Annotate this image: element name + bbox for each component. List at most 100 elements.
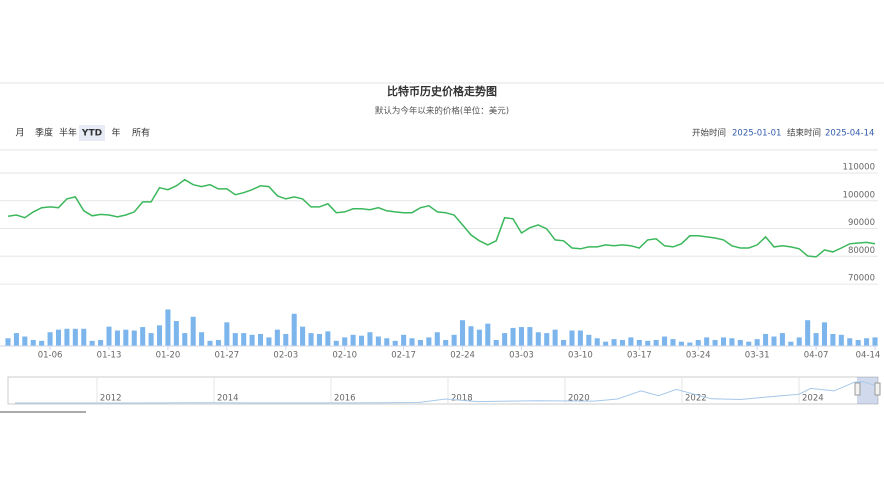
volume-bar [544, 333, 550, 346]
end-date[interactable]: 2025-04-14 [825, 129, 874, 139]
x-tick-label: 03-10 [568, 351, 593, 361]
volume-bar [619, 339, 626, 346]
volume-bar [224, 322, 230, 346]
volume-bar [510, 327, 516, 346]
range-button[interactable]: 半年 [59, 127, 77, 139]
volume-bar [417, 339, 423, 346]
volume-bar [426, 337, 432, 346]
volume-bar [561, 339, 567, 346]
volume-bar [577, 330, 583, 346]
volume-bar [72, 328, 78, 346]
volume-bar [628, 337, 634, 346]
volume-bar [586, 334, 592, 346]
volume-bar [763, 333, 769, 346]
navigator-tick-label: 2014 [217, 394, 239, 404]
volume-bar [569, 330, 575, 346]
range-button[interactable]: 年 [111, 127, 120, 139]
volume-bar [300, 326, 306, 346]
navigator-handle[interactable] [854, 382, 861, 396]
y-tick-label: 70000 [848, 274, 875, 284]
volume-bar [350, 334, 356, 346]
end-label: 结束时间 [787, 128, 821, 139]
volume-bar [375, 336, 381, 346]
range-button[interactable]: 月 [15, 128, 24, 139]
navigator-tick-label: 2022 [685, 394, 707, 404]
volume-bar [805, 320, 811, 346]
x-tick-label: 02-10 [332, 351, 357, 361]
y-tick-label: 100000 [843, 190, 875, 200]
volume-bar [687, 342, 693, 346]
volume-bar [215, 339, 221, 346]
volume-bar [434, 332, 440, 346]
volume-bar [342, 337, 348, 346]
start-date[interactable]: 2025-01-01 [732, 129, 781, 139]
navigator-selection[interactable] [857, 377, 878, 404]
volume-bar [645, 340, 651, 346]
volume-bar [712, 339, 718, 346]
volume-bar [325, 331, 331, 346]
range-button[interactable]: YTD [81, 129, 102, 139]
volume-bar [636, 339, 642, 346]
volume-bar [603, 341, 609, 346]
navigator-handle[interactable] [874, 382, 881, 396]
range-button-bg[interactable] [79, 125, 105, 141]
volume-bar [30, 339, 36, 346]
volume-bar [333, 340, 339, 346]
navigator-line [15, 381, 875, 404]
volume-bar [838, 334, 844, 346]
volume-bar [392, 340, 398, 346]
x-tick-label: 01-06 [38, 351, 63, 361]
volume-bar [98, 339, 104, 346]
navigator-tick-label: 2016 [334, 394, 356, 404]
volume-bar [872, 337, 878, 346]
volume-bar [821, 322, 828, 346]
y-tick-label: 110000 [843, 163, 875, 173]
x-tick-label: 01-13 [97, 351, 122, 361]
volume-bar [123, 329, 129, 346]
volume-bar [771, 336, 777, 346]
volume-bar [384, 338, 390, 346]
volume-bar [131, 330, 137, 346]
navigator-tick-label: 2024 [802, 394, 824, 404]
x-tick-label: 03-31 [745, 351, 770, 361]
volume-bar [106, 326, 112, 346]
volume-bar [830, 333, 836, 346]
volume-bar [443, 339, 449, 346]
volume-bar [855, 339, 861, 346]
volume-bar [611, 339, 617, 346]
y-tick-label: 90000 [848, 218, 875, 228]
volume-bar [670, 339, 676, 346]
volume-bar [64, 328, 70, 346]
volume-bar [468, 326, 474, 346]
navigator-tick-label: 2020 [568, 394, 590, 404]
volume-bar [266, 337, 272, 346]
volume-bar [864, 338, 870, 346]
volume-bar [89, 340, 95, 346]
volume-bar [594, 338, 600, 346]
volume-bar [662, 336, 668, 346]
volume-bar [182, 333, 188, 346]
volume-bar [13, 333, 19, 346]
volume-bar [451, 334, 457, 346]
x-tick-label: 03-03 [509, 351, 534, 361]
volume-bar [695, 339, 701, 346]
volume-bar [148, 333, 154, 346]
volume-bar [779, 333, 785, 346]
volume-bar [460, 320, 466, 346]
volume-bar [485, 323, 491, 346]
volume-bar [22, 336, 28, 346]
x-tick-label: 01-27 [215, 351, 240, 361]
volume-bar [678, 341, 684, 346]
volume-bar [190, 316, 196, 346]
navigator-tick-label: 2012 [100, 394, 122, 404]
volume-bar [165, 309, 171, 346]
x-tick-label: 02-17 [391, 351, 416, 361]
volume-bar [5, 338, 11, 346]
volume-bar [232, 333, 238, 346]
range-button[interactable]: 所有 [132, 127, 150, 139]
volume-bar [283, 333, 289, 346]
volume-bar [55, 329, 62, 346]
range-button[interactable]: 季度 [35, 127, 53, 139]
